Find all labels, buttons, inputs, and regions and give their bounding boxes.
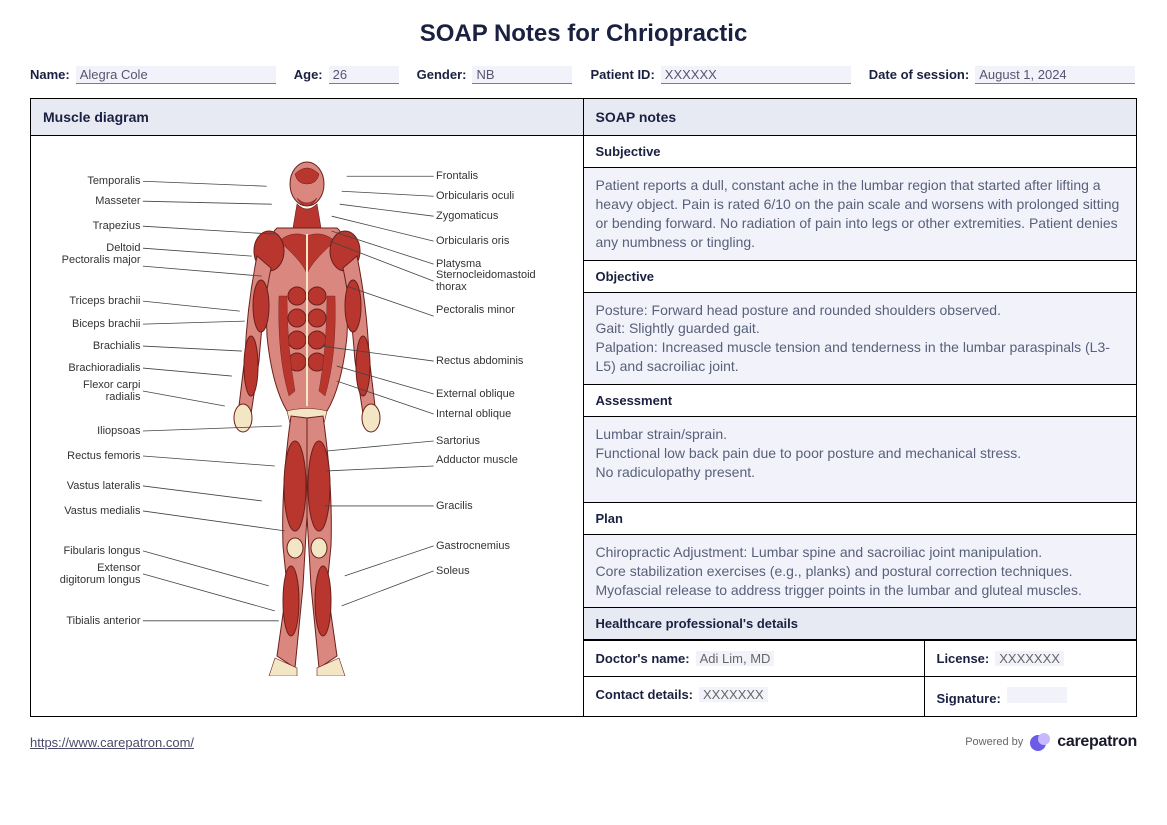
hp-row-1: Doctor's name: Adi Lim, MD License: XXXX…: [584, 640, 1137, 676]
muscle-label: Internal oblique: [436, 408, 511, 420]
muscle-label: Adductor muscle: [436, 454, 526, 466]
field-gender: Gender: NB: [417, 66, 573, 84]
muscle-label: Rectus abdominis: [436, 355, 523, 367]
muscle-label: Fibularis longus: [63, 545, 140, 557]
muscle-label: Iliopsoas: [97, 425, 140, 437]
muscle-diagram-header: Muscle diagram: [31, 99, 584, 136]
license-value[interactable]: XXXXXXX: [995, 651, 1064, 666]
hp-row-2: Contact details: XXXXXXX Signature:: [584, 676, 1137, 716]
muscle-label: Masseter: [95, 195, 140, 207]
muscle-label: Sternocleidomastoid thorax: [436, 269, 526, 293]
hp-details-header: Healthcare professional's details: [584, 607, 1137, 640]
muscle-label: Extensor digitorum longus: [51, 562, 141, 586]
muscle-label: Brachialis: [93, 340, 141, 352]
muscle-label: Trapezius: [93, 220, 141, 232]
carepatron-logo-icon: [1029, 731, 1051, 753]
age-value[interactable]: 26: [329, 66, 399, 84]
plan-body[interactable]: Chiropractic Adjustment: Lumbar spine an…: [584, 535, 1137, 608]
signature-label: Signature:: [937, 691, 1001, 706]
gender-value[interactable]: NB: [472, 66, 572, 84]
page-title: SOAP Notes for Chriopractic: [30, 20, 1137, 48]
doctor-label: Doctor's name:: [596, 651, 690, 666]
hp-contact: Contact details: XXXXXXX: [584, 676, 924, 716]
muscle-label: Brachioradialis: [68, 362, 140, 374]
muscle-label: Orbicularis oculi: [436, 190, 514, 202]
anatomy-figure-icon: [217, 156, 397, 676]
age-label: Age:: [294, 67, 323, 82]
muscle-label: Gracilis: [436, 500, 473, 512]
objective-header: Objective: [584, 260, 1137, 293]
contact-label: Contact details:: [596, 687, 694, 702]
field-age: Age: 26: [294, 66, 399, 84]
license-label: License:: [937, 651, 990, 666]
soap-notes-header: SOAP notes: [584, 99, 1137, 136]
muscle-label: Deltoid: [106, 242, 140, 254]
powered-by-label: Powered by: [965, 736, 1023, 748]
muscle-label: Triceps brachii: [69, 295, 140, 307]
muscle-diagram: TemporalisMasseterTrapeziusDeltoidPector…: [36, 146, 578, 706]
muscle-label: Pectoralis minor: [436, 304, 526, 316]
name-value[interactable]: Alegra Cole: [76, 66, 276, 84]
muscle-label: Flexor carpi radialis: [51, 379, 141, 403]
date-value[interactable]: August 1, 2024: [975, 66, 1135, 84]
soap-cell: Subjective Patient reports a dull, const…: [584, 136, 1137, 716]
powered-by: Powered by carepatron: [965, 731, 1137, 753]
muscle-diagram-cell: TemporalisMasseterTrapeziusDeltoidPector…: [31, 136, 584, 716]
plan-header: Plan: [584, 502, 1137, 535]
signature-box[interactable]: [1007, 687, 1067, 703]
date-label: Date of session:: [869, 67, 969, 82]
doctor-value[interactable]: Adi Lim, MD: [696, 651, 775, 666]
contact-value[interactable]: XXXXXXX: [699, 687, 768, 702]
main-grid: Muscle diagram SOAP notes Temporalis Mass…: [30, 98, 1137, 717]
brand-name: carepatron: [1057, 733, 1137, 751]
muscle-label: Pectoralis major: [51, 254, 141, 266]
muscle-label: Zygomaticus: [436, 210, 498, 222]
assessment-header: Assessment: [584, 384, 1137, 417]
field-patient-id: Patient ID: XXXXXX: [590, 66, 850, 84]
pid-value[interactable]: XXXXXX: [661, 66, 851, 84]
hp-signature: Signature:: [924, 676, 1137, 716]
muscle-label: Temporalis: [87, 175, 140, 187]
hp-doctor: Doctor's name: Adi Lim, MD: [584, 640, 924, 676]
muscle-label: Sartorius: [436, 435, 480, 447]
muscle-label: Vastus medialis: [64, 505, 140, 517]
patient-info-row: Name: Alegra Cole Age: 26 Gender: NB Pat…: [30, 66, 1137, 84]
gender-label: Gender:: [417, 67, 467, 82]
field-date: Date of session: August 1, 2024: [869, 66, 1135, 84]
muscle-label: External oblique: [436, 388, 515, 400]
footer-url[interactable]: https://www.carepatron.com/: [30, 735, 194, 750]
subjective-header: Subjective: [584, 136, 1137, 168]
field-name: Name: Alegra Cole: [30, 66, 276, 84]
subjective-body[interactable]: Patient reports a dull, constant ache in…: [584, 168, 1137, 260]
muscle-label: Gastrocnemius: [436, 540, 510, 552]
muscle-label: Biceps brachii: [72, 318, 140, 330]
muscle-label: Tibialis anterior: [66, 615, 140, 627]
name-label: Name:: [30, 67, 70, 82]
footer: https://www.carepatron.com/ Powered by c…: [30, 731, 1137, 753]
muscle-label: Soleus: [436, 565, 470, 577]
pid-label: Patient ID:: [590, 67, 654, 82]
objective-body[interactable]: Posture: Forward head posture and rounde…: [584, 293, 1137, 385]
muscle-label: Orbicularis oris: [436, 235, 509, 247]
muscle-label: Vastus lateralis: [67, 480, 141, 492]
muscle-label: Rectus femoris: [67, 450, 140, 462]
hp-license: License: XXXXXXX: [924, 640, 1137, 676]
muscle-label: Frontalis: [436, 170, 478, 182]
assessment-body[interactable]: Lumbar strain/sprain. Functional low bac…: [584, 417, 1137, 502]
